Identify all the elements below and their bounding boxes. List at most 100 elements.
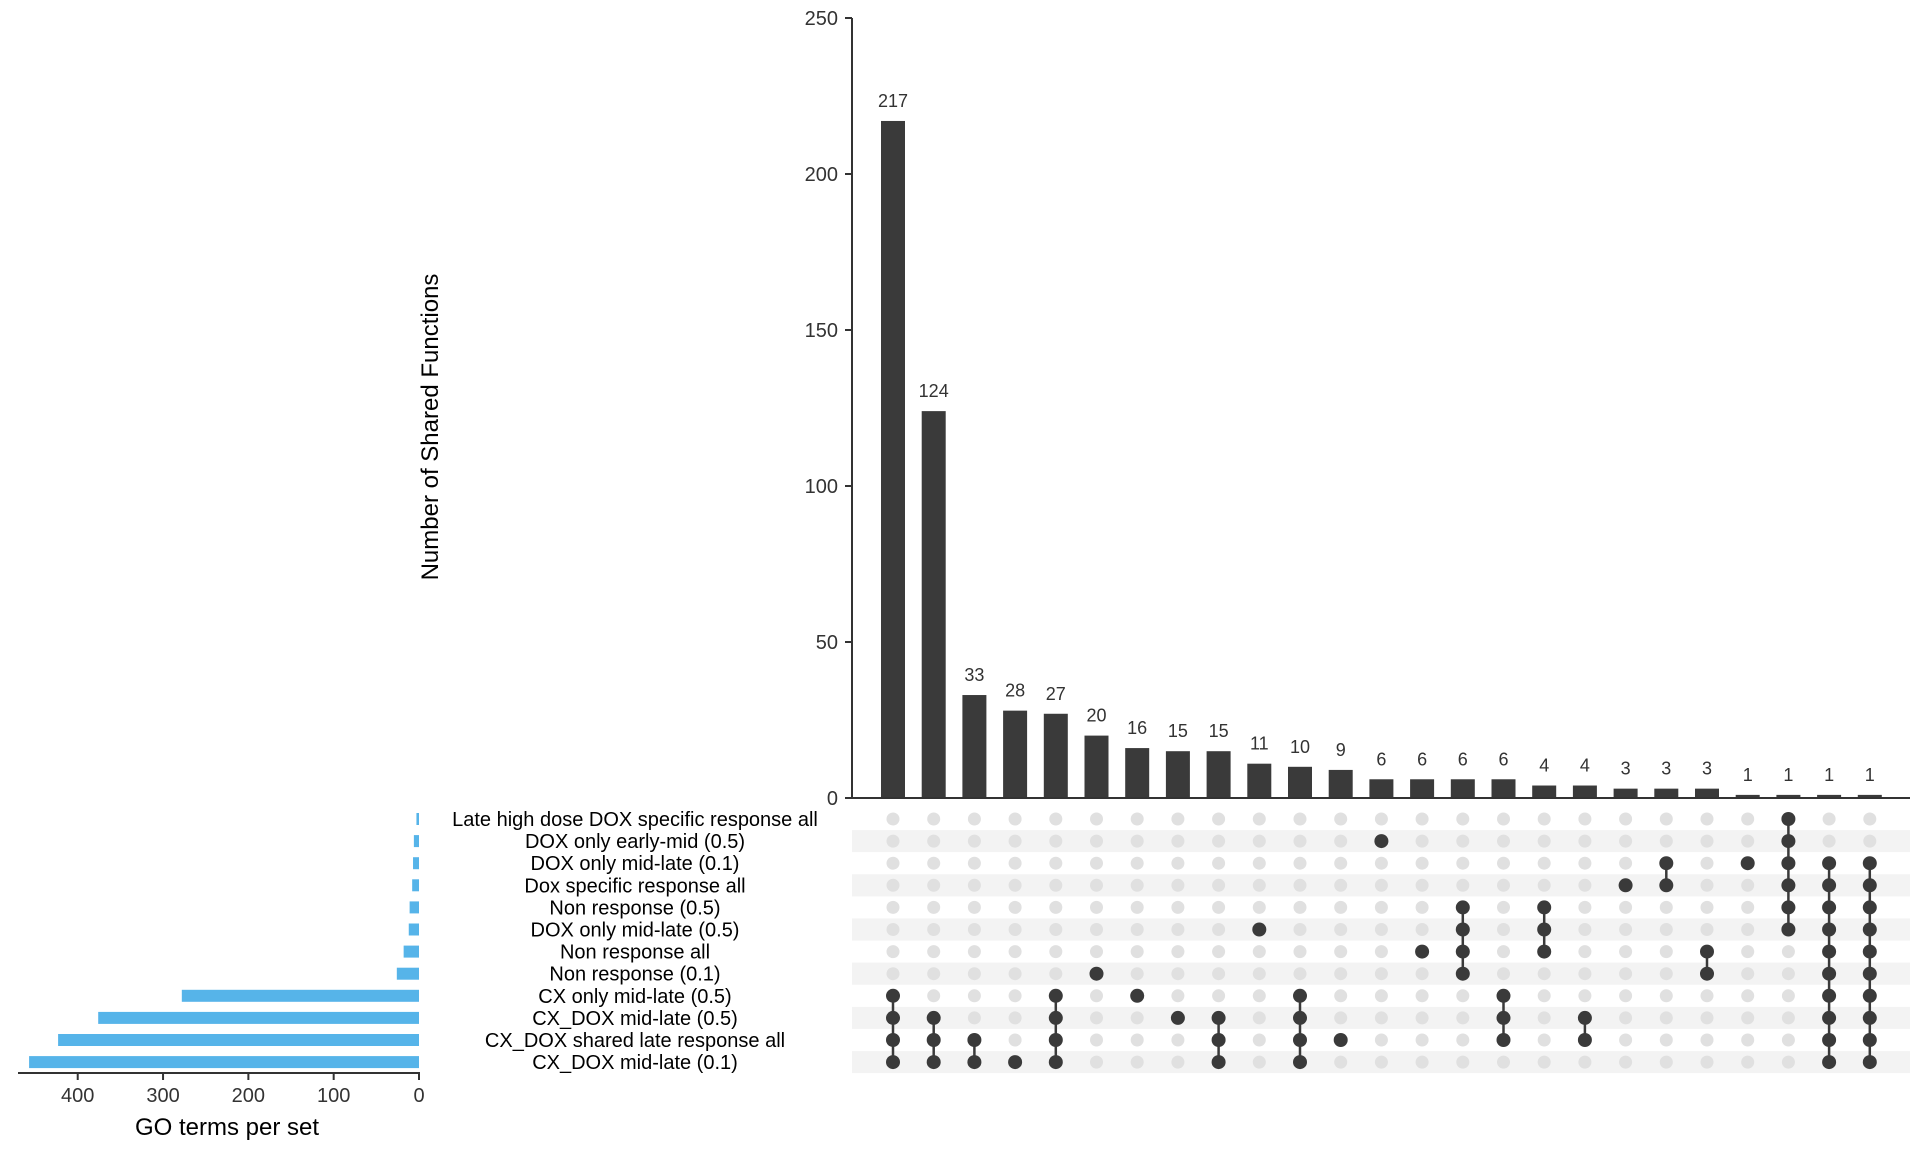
matrix-dot-inactive — [1374, 1055, 1388, 1069]
matrix-dot-inactive — [1090, 856, 1103, 870]
matrix-dot-active — [1822, 988, 1837, 1003]
intersection-bar — [1450, 779, 1475, 798]
intersection-bar-label: 6 — [1458, 749, 1468, 769]
intersection-bar-label: 28 — [1005, 681, 1025, 701]
matrix-dot-inactive — [1537, 834, 1551, 848]
intersection-bar — [1247, 763, 1272, 798]
matrix-dot-inactive — [1049, 923, 1063, 936]
matrix-dot-inactive — [1334, 812, 1348, 826]
set-size-bar — [416, 813, 419, 825]
matrix-dot-inactive — [1212, 967, 1226, 981]
matrix-dot-inactive — [1781, 967, 1795, 981]
intersection-bar-label: 15 — [1209, 721, 1229, 741]
matrix-dot-inactive — [1700, 812, 1714, 826]
matrix-dot-inactive — [1374, 989, 1388, 1003]
matrix-dot-active — [1537, 944, 1552, 959]
matrix-dot-inactive — [1741, 923, 1755, 936]
matrix-dot-inactive — [1252, 945, 1266, 959]
matrix-dot-inactive — [1008, 1011, 1022, 1025]
intersection-bar-label: 3 — [1702, 759, 1712, 779]
matrix-dot-inactive — [1537, 856, 1551, 870]
matrix-dot-inactive — [886, 900, 900, 914]
matrix-dot-inactive — [1374, 856, 1388, 870]
matrix-dot-active — [926, 1033, 941, 1047]
matrix-dot-inactive — [1781, 989, 1795, 1003]
matrix-dot-inactive — [1008, 834, 1022, 848]
matrix-dot-inactive — [1049, 812, 1063, 826]
matrix-dot-active — [1293, 1010, 1307, 1025]
matrix-dot-inactive — [1741, 1055, 1755, 1069]
set-size-x-axis: 400 300 200 100 0 — [18, 1072, 425, 1107]
matrix-dot-inactive — [1171, 812, 1185, 826]
matrix-dot-inactive — [1863, 834, 1877, 848]
matrix-dot-inactive — [1741, 878, 1755, 892]
set-label: CX only mid-late (0.5) — [538, 986, 731, 1008]
matrix-dot-inactive — [886, 923, 900, 936]
matrix-dot-inactive — [1578, 923, 1592, 936]
matrix-dot-inactive — [1578, 900, 1592, 914]
set-size-bar — [98, 1011, 419, 1024]
matrix-dot-inactive — [1171, 834, 1185, 848]
matrix-dot-inactive — [1415, 812, 1429, 826]
intersection-bars — [881, 120, 1882, 798]
matrix-dot-active — [1862, 900, 1877, 915]
matrix-dot-inactive — [1415, 878, 1429, 892]
matrix-dot-active — [1659, 878, 1674, 893]
intersection-bar-label: 33 — [964, 665, 984, 685]
matrix-dot-inactive — [967, 834, 981, 848]
matrix-dot-active — [1455, 944, 1470, 959]
set-size-bars — [29, 813, 419, 1069]
matrix-dot-inactive — [1130, 1055, 1144, 1069]
set-size-bar — [396, 967, 419, 980]
intersection-bar — [1125, 748, 1150, 798]
matrix-dot-inactive — [1374, 1033, 1388, 1047]
matrix-dot-active — [1781, 812, 1796, 826]
matrix-dot-inactive — [1659, 989, 1673, 1003]
matrix-dot-inactive — [1537, 878, 1551, 892]
intersection-bar — [1043, 713, 1068, 798]
matrix-dot-inactive — [1130, 945, 1144, 959]
intersection-bar-label: 20 — [1086, 706, 1106, 726]
matrix-dot-inactive — [1171, 945, 1185, 959]
matrix-dot-inactive — [927, 878, 941, 892]
set-label: Non response all — [560, 942, 710, 964]
intersection-bar-label: 3 — [1621, 759, 1631, 779]
matrix-dot-inactive — [1252, 967, 1266, 981]
matrix-dot-inactive — [886, 878, 900, 892]
matrix-dot-inactive — [967, 878, 981, 892]
matrix-dot-inactive — [1537, 1055, 1551, 1069]
intersection-bar — [1735, 794, 1760, 798]
matrix-dot-inactive — [1293, 812, 1307, 826]
intersection-bar-label: 27 — [1046, 684, 1066, 704]
intersection-bar-label: 1 — [1865, 765, 1875, 785]
matrix-dot-inactive — [967, 967, 981, 981]
matrix-dot-inactive — [1497, 967, 1510, 981]
matrix-dot-inactive — [1008, 945, 1022, 959]
matrix-dot-inactive — [1659, 834, 1673, 848]
matrix-dot-inactive — [1334, 945, 1348, 959]
matrix-dot-inactive — [927, 834, 941, 848]
intersection-bar-label: 217 — [878, 91, 908, 111]
matrix-dot-inactive — [1578, 834, 1592, 848]
matrix-dot-inactive — [1659, 1033, 1673, 1047]
matrix-dot-inactive — [886, 945, 900, 959]
matrix-dot-inactive — [1212, 989, 1226, 1003]
matrix-dot-active — [1089, 966, 1104, 981]
intersection-bar — [1613, 788, 1638, 798]
matrix-dot-inactive — [1497, 812, 1510, 826]
matrix-dot-inactive — [1374, 945, 1388, 959]
matrix-dot-inactive — [1781, 945, 1795, 959]
matrix-dot-inactive — [1578, 1055, 1592, 1069]
matrix-dot-inactive — [1130, 923, 1144, 936]
matrix-dot-inactive — [927, 812, 941, 826]
matrix-dot-inactive — [927, 923, 941, 936]
matrix-dot-inactive — [1659, 945, 1673, 959]
matrix-dot-inactive — [1090, 834, 1103, 848]
intersection-bar — [1654, 788, 1679, 798]
intersection-bar-label: 6 — [1417, 749, 1427, 769]
matrix-dot-active — [1781, 834, 1796, 849]
matrix-dot-inactive — [927, 945, 941, 959]
y-axis-title: Number of Shared Functions — [417, 274, 444, 581]
matrix-dot-inactive — [1130, 1011, 1144, 1025]
matrix-dot-inactive — [1334, 878, 1348, 892]
